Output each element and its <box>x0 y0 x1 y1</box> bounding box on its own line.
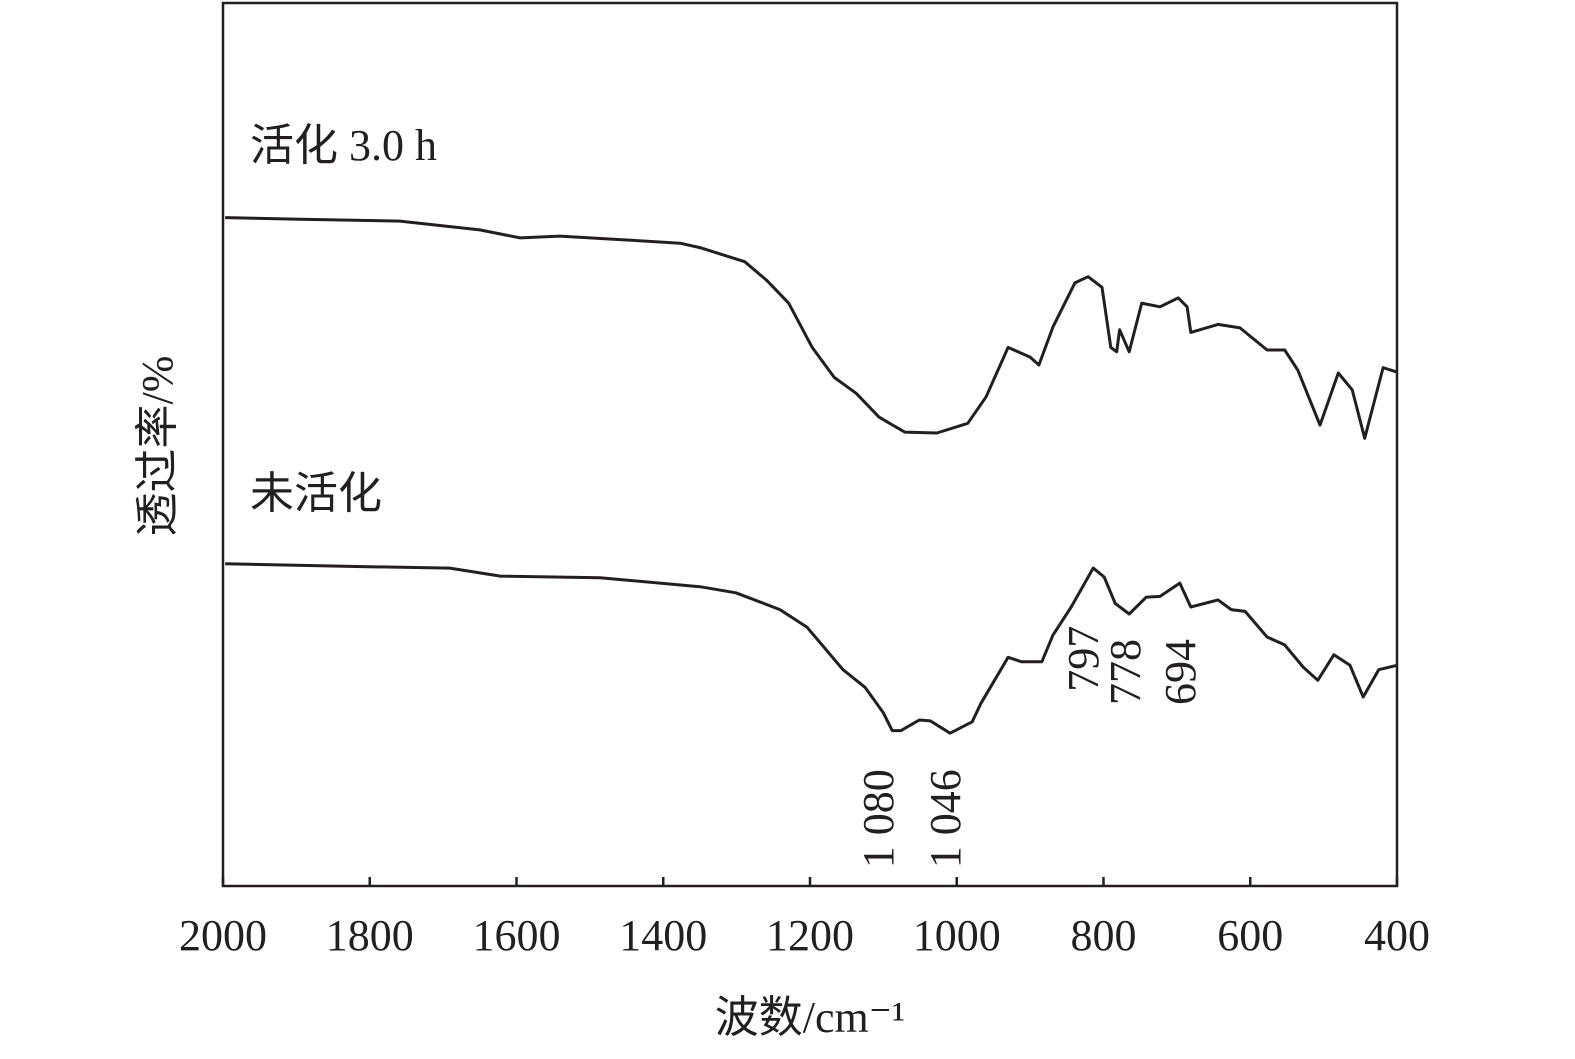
peak-label: 778 <box>1101 639 1150 705</box>
x-tick-label: 800 <box>1071 911 1137 960</box>
peak-label: 1 080 <box>854 769 903 868</box>
x-tick-label: 1600 <box>473 911 561 960</box>
x-tick-label: 1800 <box>326 911 414 960</box>
x-tick-label: 600 <box>1217 911 1283 960</box>
x-tick-label: 1400 <box>619 911 707 960</box>
peak-label: 797 <box>1059 626 1108 692</box>
series-line-0 <box>225 216 1398 440</box>
x-tick-label: 1200 <box>766 911 854 960</box>
x-axis-title: 波数/cm⁻¹ <box>715 993 905 1042</box>
x-tick-label: 400 <box>1364 911 1430 960</box>
y-axis-title: 透过率/% <box>133 356 182 537</box>
x-tick-label: 1000 <box>913 911 1001 960</box>
x-tick-label: 2000 <box>179 911 267 960</box>
peak-label: 1 046 <box>921 769 970 868</box>
peak-label: 694 <box>1156 639 1205 705</box>
x-axis: 2000 1800 1600 1400 1200 1000 800 600 400 <box>179 877 1430 960</box>
series-label-unactivated: 未活化 <box>250 469 382 518</box>
series-lines <box>225 216 1398 735</box>
series-line-1 <box>225 562 1398 735</box>
series-label-activated: 活化 3.0 h <box>250 121 437 170</box>
